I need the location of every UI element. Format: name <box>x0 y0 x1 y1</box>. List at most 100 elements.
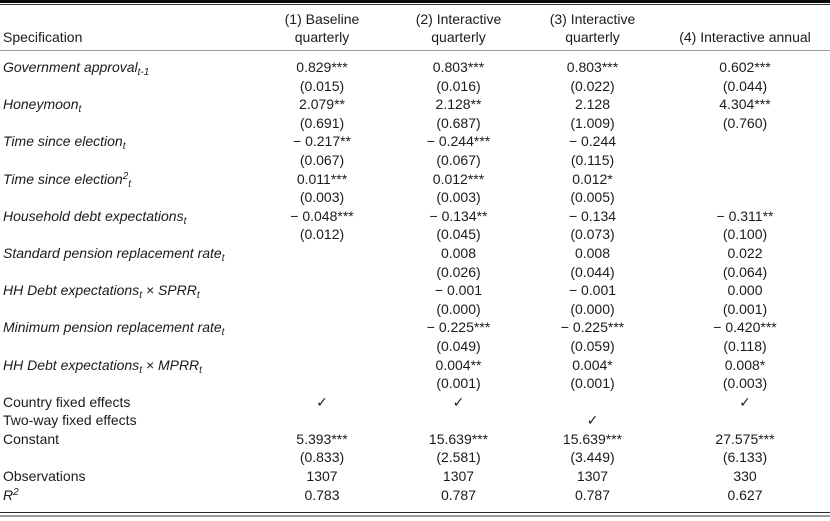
table-row-government-approval: Government approvalt-1 0.829*** (0.015) 0… <box>0 58 830 95</box>
std-error: (0.026) <box>436 263 481 280</box>
estimate <box>252 244 392 263</box>
std-error: (0.044) <box>722 77 768 94</box>
estimate: − 0.134 <box>568 207 617 224</box>
std-error: (1.009) <box>570 114 615 131</box>
std-error: (0.044) <box>570 263 615 280</box>
estimate: 27.575*** <box>715 430 775 447</box>
coef-cell <box>252 318 392 355</box>
coef-cell: 0.004** (0.001) <box>392 356 525 393</box>
row-label: Minimum pension replacement ratet <box>3 319 225 339</box>
coef-cell: − 0.048*** (0.012) <box>252 207 392 244</box>
std-error: (0.003) <box>299 189 345 206</box>
checkmark <box>660 411 830 430</box>
r-squared-value: 0.787 <box>440 486 477 503</box>
std-error: (0.015) <box>299 77 345 94</box>
std-error: (3.449) <box>570 449 615 466</box>
check-cell <box>660 411 830 430</box>
table-row-two-way-fixed-effects: Two-way fixed effects ✓ <box>0 411 830 430</box>
header-col-1: (1) Baseline quarterly <box>284 11 360 45</box>
coef-cell: − 0.134 (0.073) <box>525 207 660 244</box>
estimate: 0.004** <box>435 356 482 373</box>
table-row-time-since-election: Time since electiont − 0.217** (0.067) − … <box>0 132 830 169</box>
table-row-household-debt-expectations: Household debt expectationst − 0.048*** (… <box>0 207 830 244</box>
std-error: (0.100) <box>722 226 768 243</box>
coef-cell: 15.639*** (3.449) <box>525 430 660 467</box>
check-cell <box>525 393 660 412</box>
table-row-minimum-pension-replacement-rate: Minimum pension replacement ratet − 0.22… <box>0 318 830 355</box>
estimate: 0.803*** <box>566 59 619 75</box>
checkmark: ✓ <box>316 393 328 410</box>
coef-cell: 0.803*** (0.016) <box>392 58 525 95</box>
stat-cell: 0.783 <box>252 486 392 505</box>
estimate: 0.012*** <box>432 170 485 187</box>
header-specification: Specification <box>3 29 83 45</box>
estimate: 0.004* <box>572 356 613 373</box>
std-error: (0.001) <box>436 375 481 392</box>
std-error: (6.133) <box>722 449 768 466</box>
row-label: Household debt expectationst <box>3 207 187 227</box>
std-error: (0.003) <box>722 375 768 392</box>
coef-cell: 0.602*** (0.044) <box>660 58 830 95</box>
estimate: − 0.134** <box>429 207 488 224</box>
row-label: Standard pension replacement ratet <box>3 244 225 264</box>
row-label: HH Debt expectationst × SPRRt <box>3 282 200 302</box>
coef-cell: − 0.001 (0.000) <box>525 281 660 318</box>
std-error <box>252 374 392 393</box>
stat-cell: 0.627 <box>660 486 830 505</box>
table-row-observations: Observations 1307 1307 1307 330 <box>0 467 830 486</box>
coef-cell: − 0.225*** (0.059) <box>525 318 660 355</box>
stat-cell: 1307 <box>252 467 392 486</box>
estimate <box>252 281 392 300</box>
std-error: (0.118) <box>723 337 767 354</box>
estimate: 0.829*** <box>296 59 348 75</box>
header-col-2: (2) Interactive quarterly <box>415 11 502 45</box>
estimate: 0.008* <box>724 356 766 373</box>
row-label: HH Debt expectationst × MPRRt <box>3 356 202 376</box>
estimate: − 0.311** <box>716 207 774 224</box>
std-error: (0.000) <box>570 300 615 317</box>
stat-cell: 0.787 <box>392 486 525 505</box>
coef-cell: − 0.001 (0.000) <box>392 281 525 318</box>
coef-cell: 0.000 (0.001) <box>660 281 830 318</box>
std-error: (0.001) <box>722 300 768 317</box>
table-row-time-since-election-sq: Time since election2t 0.011*** (0.003) 0.… <box>0 170 830 207</box>
table-bottom-rule <box>0 512 830 517</box>
estimate: 15.639*** <box>428 430 489 447</box>
coef-cell <box>252 356 392 393</box>
std-error: (2.581) <box>436 449 481 466</box>
r-squared-value: 0.627 <box>727 486 763 503</box>
estimate: − 0.225*** <box>426 319 491 336</box>
std-error: (0.064) <box>722 263 768 280</box>
std-error: (0.012) <box>299 226 345 243</box>
row-label: Country fixed effects <box>3 393 131 410</box>
stat-cell: 1307 <box>392 467 525 486</box>
std-error: (0.760) <box>722 114 768 131</box>
estimate: 2.079** <box>299 96 345 113</box>
estimate: 15.639*** <box>562 430 623 447</box>
coef-cell <box>660 132 830 169</box>
observations-value: 1307 <box>576 468 609 485</box>
row-label: R2 <box>3 486 19 503</box>
check-cell <box>252 411 392 430</box>
coef-cell: − 0.217** (0.067) <box>252 132 392 169</box>
coef-cell: 2.079** (0.691) <box>252 95 392 132</box>
std-error: (0.067) <box>436 151 481 168</box>
coef-cell: − 0.134** (0.045) <box>392 207 525 244</box>
table-row-country-fixed-effects: Country fixed effects ✓ ✓ ✓ <box>0 393 830 412</box>
row-label: Time since election2t <box>3 170 132 190</box>
coef-cell: 0.008 (0.026) <box>392 244 525 281</box>
coef-cell: 2.128 (1.009) <box>525 95 660 132</box>
checkmark: ✓ <box>452 393 465 410</box>
table-row-r-squared: R2 0.783 0.787 0.787 0.627 <box>0 486 830 505</box>
coef-cell: 15.639*** (2.581) <box>392 430 525 467</box>
estimate: 0.000 <box>727 282 763 299</box>
coef-cell: − 0.420*** (0.118) <box>660 318 830 355</box>
std-error: (0.687) <box>436 114 481 131</box>
estimate <box>252 356 392 375</box>
coef-cell <box>252 281 392 318</box>
estimate: − 0.001 <box>434 282 483 299</box>
std-error <box>660 151 830 170</box>
check-cell: ✓ <box>660 393 830 412</box>
table-top-rule <box>0 0 830 5</box>
std-error: (0.001) <box>570 375 615 392</box>
